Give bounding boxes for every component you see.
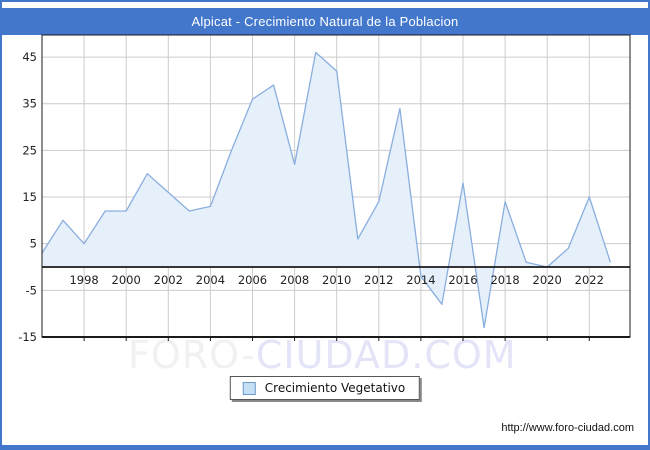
series-area-fill xyxy=(42,52,611,328)
x-tick-label: 2012 xyxy=(364,273,393,287)
x-tick-label: 2000 xyxy=(112,273,141,287)
x-tick-label: 2016 xyxy=(448,273,477,287)
x-tick-label: 2014 xyxy=(406,273,435,287)
y-tick-label: -5 xyxy=(26,283,37,297)
footer-url: http://www.foro-ciudad.com xyxy=(501,422,634,434)
y-tick-label: 25 xyxy=(22,143,37,157)
y-tick-label: 5 xyxy=(30,237,37,251)
chart-title-bar: Alpicat - Crecimiento Natural de la Pobl… xyxy=(2,8,648,35)
x-tick-label: 1998 xyxy=(69,273,98,287)
legend: Crecimiento Vegetativo xyxy=(229,376,421,400)
legend-label: Crecimiento Vegetativo xyxy=(264,381,406,395)
y-tick-label: 15 xyxy=(22,190,37,204)
y-tick-label: -15 xyxy=(18,330,37,344)
y-tick-label: 45 xyxy=(22,50,37,64)
x-tick-label: 2020 xyxy=(533,273,562,287)
x-tick-label: 2004 xyxy=(196,273,225,287)
x-tick-label: 2022 xyxy=(575,273,604,287)
x-tick-label: 2018 xyxy=(490,273,519,287)
watermark-text-right: CIUDAD.COM xyxy=(255,333,517,377)
legend-swatch-icon xyxy=(242,381,256,395)
x-tick-label: 2008 xyxy=(280,273,309,287)
x-tick-label: 2002 xyxy=(154,273,183,287)
x-tick-label: 2010 xyxy=(322,273,351,287)
x-tick-label: 2006 xyxy=(238,273,267,287)
y-tick-label: 35 xyxy=(22,97,37,111)
watermark: FORO-CIUDAD.COM xyxy=(128,333,517,377)
area-chart: 45 35 25 15 5 -5 -15 1998 2000 2002 2004 2006 2008 20… xyxy=(18,34,631,344)
series-line xyxy=(41,51,612,329)
watermark-text-left: FORO- xyxy=(128,333,256,377)
